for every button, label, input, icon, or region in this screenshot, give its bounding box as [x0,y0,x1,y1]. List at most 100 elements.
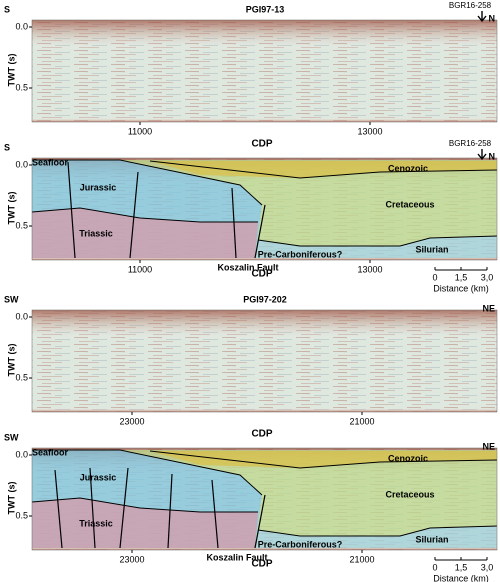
y-axis-title: TWT (s) [6,54,16,87]
scale-label: 1,5 [455,562,468,572]
well-label: BGR16-258 [449,139,492,148]
y-tick-label: 0.5 [15,510,28,520]
scale-title: Distance (km) [433,573,489,582]
frame [31,309,498,413]
unit-label: Silurian [415,534,448,544]
x-tick-label: 23000 [119,416,144,426]
x-axis-title: CDP [251,269,272,280]
x-tick-label: 23000 [119,554,144,564]
y-tick-label: 0.0 [15,21,28,31]
unit-area [120,450,497,548]
fault [254,204,266,259]
unit-area [32,498,258,548]
x-tick-label: 13000 [357,264,382,274]
horizon [31,497,258,513]
panel: S N PGI97-13 BGR16-258 TWT (s) 0.0 0.5 11000 130… [4,1,498,150]
unit-area [120,160,497,258]
horizon [149,450,498,469]
unit-label: Cenozoic [388,163,428,173]
y-axis-title: TWT (s) [6,482,16,515]
profile-title: PGI97-202 [243,294,287,304]
unit-label: Seafloor [32,447,69,457]
unit-label: Seafloor [32,157,69,167]
fault-label: Koszalin Fault [206,552,267,562]
direction-right: NE [482,303,495,313]
y-axis-title: TWT (s) [6,192,16,225]
x-tick-label: 11000 [128,264,152,274]
unit-area [255,236,497,258]
horizon [32,159,263,206]
geology: Seafloor Jurassic Triassic Cenozoic Cretaceo… [31,447,498,549]
unit-label: Silurian [415,244,448,254]
scale-title: Distance (km) [433,283,489,293]
profile-title: PGI97-13 [246,4,285,14]
panel: SW NE PGI97-202 TWT (s) 0.0 0.5 23000 21000 CDP [4,294,498,440]
fault [231,187,237,259]
y-axis-title: TWT (s) [6,344,16,377]
horizon [149,160,498,179]
unit-area [150,451,497,468]
unit-label: Triassic [79,518,113,528]
direction-right: NE [482,441,495,451]
frame [31,447,498,551]
x-tick-label: 21000 [349,416,374,426]
x-tick-label: 21000 [349,554,374,564]
fault [89,467,96,549]
panel: Seafloor Jurassic Triassic Cenozoic Cretaceo… [4,432,498,582]
fault [119,467,129,549]
unit-label: Triassic [79,228,113,238]
horizon [32,449,263,496]
horizon [31,207,258,223]
fault [67,161,76,259]
scale-label: 0 [432,562,437,572]
unit-label: Pre-Carboniferous? [258,249,343,259]
horizon [257,235,498,247]
scale-label: 3,0 [481,272,494,282]
panel: Seafloor Jurassic Triassic Cenozoic Cretaceo… [4,139,498,293]
y-tick-label: 0.5 [15,220,28,230]
unit-label: Cretaceous [385,199,434,209]
scale-label: 0 [432,272,437,282]
x-axis-title: CDP [251,429,272,440]
x-tick-label: 11000 [128,126,152,136]
frame [31,157,498,261]
unit-area [150,161,497,178]
direction-right: N [489,13,496,23]
fault [167,473,173,549]
horizon [257,525,498,537]
fault [54,469,63,549]
y-tick-label: 0.0 [15,159,28,169]
unit-area [32,208,258,258]
unit-label: Jurassic [80,472,117,482]
direction-left: S [4,142,10,152]
scale-label: 3,0 [481,562,494,572]
unit-label: Jurassic [80,182,117,192]
x-tick-label: 13000 [357,126,382,136]
y-tick-label: 0.5 [15,82,28,92]
unit-area [255,526,497,548]
fault [211,479,219,549]
direction-left: SW [4,294,19,304]
fault [129,171,139,259]
well-label: BGR16-258 [449,1,492,10]
seismic-shading [32,310,497,412]
y-tick-label: 0.0 [15,311,28,321]
well-arrow [477,149,487,161]
y-tick-label: 0.0 [15,449,28,459]
direction-left: SW [4,432,19,442]
unit-label: Cenozoic [388,453,428,463]
unit-label: Pre-Carboniferous? [258,539,343,549]
fault [254,494,266,549]
well-arrow [477,11,487,23]
x-axis-title: CDP [251,139,272,150]
x-axis-title: CDP [251,559,272,570]
unit-label: Cretaceous [385,489,434,499]
seismic-shading [32,20,497,122]
frame [31,19,498,123]
direction-left: S [4,4,10,14]
direction-right: N [489,151,496,161]
y-tick-label: 0.5 [15,372,28,382]
scale-label: 1,5 [455,272,468,282]
geology: Seafloor Jurassic Triassic Cenozoic Cretaceo… [31,157,498,259]
